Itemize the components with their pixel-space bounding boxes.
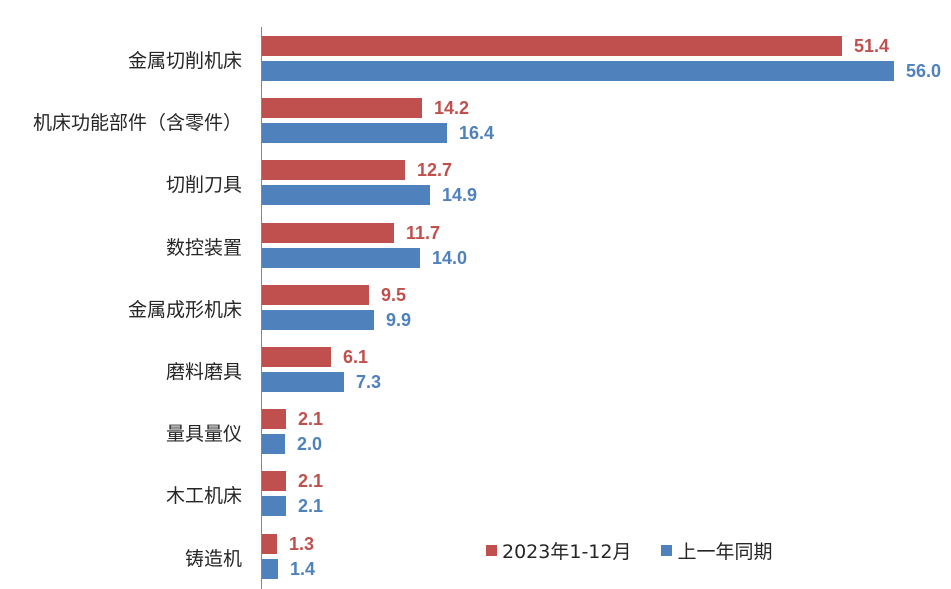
bar-previous-year (262, 558, 278, 579)
bar-current-year (262, 284, 369, 305)
data-label: 2.1 (298, 409, 324, 430)
data-label: 1.4 (290, 558, 316, 579)
category-label: 机床功能部件（含零件） (32, 112, 242, 135)
category-label: 金属切削机床 (127, 50, 242, 72)
data-label: 14.0 (432, 247, 468, 268)
legend-label-previous: 上一年同期 (677, 540, 773, 563)
bar-previous-year (262, 496, 286, 517)
category-label: 数控装置 (165, 236, 242, 259)
data-label: 56.0 (906, 61, 942, 81)
bar-current-year (262, 471, 286, 492)
data-label: 51.4 (854, 36, 890, 56)
data-label: 6.1 (343, 347, 369, 367)
bar-current-year (262, 98, 422, 119)
legend-swatch-current (486, 544, 497, 556)
data-label: 2.0 (297, 434, 323, 455)
data-label: 2.1 (298, 496, 324, 517)
data-label: 16.4 (459, 123, 495, 144)
legend-item-previous: 上一年同期 (661, 537, 773, 564)
category-label: 木工机床 (165, 485, 242, 508)
data-label: 11.7 (406, 222, 441, 243)
legend: 2023年1-12月 上一年同期 (486, 537, 803, 564)
bar-current-year (262, 409, 286, 430)
bar-previous-year (262, 123, 447, 144)
category-label: 磨料磨具 (165, 361, 242, 383)
bar-previous-year (262, 372, 344, 392)
bar-current-year (262, 533, 277, 554)
data-label: 14.9 (442, 185, 478, 206)
bar-previous-year (262, 434, 285, 455)
bar-current-year (262, 347, 331, 367)
category-label: 金属成形机床 (127, 298, 242, 321)
legend-swatch-previous (661, 544, 673, 556)
data-label: 14.2 (434, 98, 470, 119)
bar-previous-year (262, 185, 430, 206)
bar-previous-year (262, 61, 894, 81)
bar-previous-year (262, 309, 374, 330)
data-label: 12.7 (417, 160, 453, 181)
bar-current-year (262, 36, 842, 56)
data-label: 1.3 (289, 533, 315, 554)
bar-current-year (262, 160, 405, 181)
bar-current-year (262, 222, 394, 243)
category-axis-line (261, 27, 262, 589)
bar-previous-year (262, 247, 420, 268)
category-label: 铸造机 (184, 547, 242, 570)
data-label: 7.3 (356, 372, 382, 392)
legend-label-current: 2023年1-12月 (502, 540, 632, 563)
data-label: 9.9 (386, 309, 412, 330)
data-label: 9.5 (381, 284, 407, 305)
category-label: 切削刀具 (165, 174, 242, 197)
category-label: 量具量仪 (165, 423, 242, 446)
legend-item-current: 2023年1-12月 (486, 537, 631, 564)
data-label: 2.1 (298, 471, 324, 492)
